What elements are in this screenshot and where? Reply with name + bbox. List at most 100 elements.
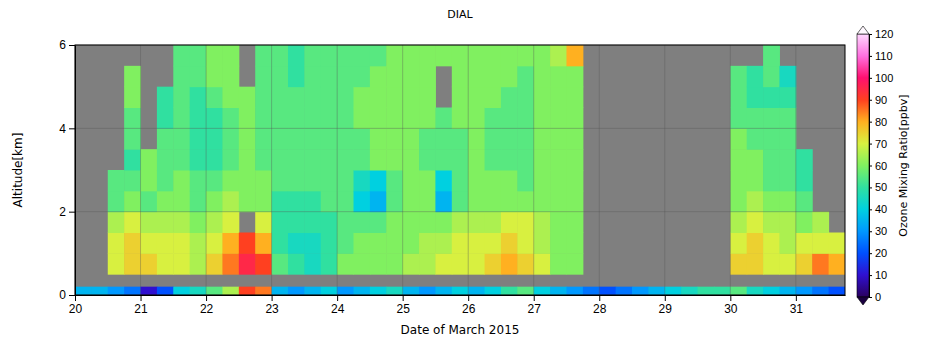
colorbar-tick: 80 bbox=[869, 116, 887, 128]
colorbar-tick-mark bbox=[869, 34, 872, 35]
cell bbox=[222, 87, 239, 108]
grid-line-x bbox=[730, 45, 731, 295]
y-tick-mark bbox=[69, 128, 75, 129]
cell bbox=[468, 45, 485, 66]
cell bbox=[517, 128, 534, 149]
y-tick: 4 bbox=[59, 122, 75, 136]
colorbar-tick-mark bbox=[869, 297, 872, 298]
cell bbox=[779, 191, 796, 212]
surface-cell bbox=[386, 287, 403, 295]
y-tick: 0 bbox=[59, 288, 75, 302]
surface-cell bbox=[665, 287, 682, 295]
cell bbox=[370, 45, 387, 66]
x-tick-mark bbox=[75, 295, 76, 301]
cell bbox=[517, 87, 534, 108]
x-tick-mark bbox=[796, 295, 797, 301]
cell bbox=[763, 108, 780, 129]
colorbar-tick: 20 bbox=[869, 247, 887, 259]
colorbar-tick: 120 bbox=[869, 28, 893, 40]
cell bbox=[304, 66, 321, 87]
cell bbox=[452, 45, 469, 66]
cell bbox=[157, 233, 174, 254]
cell bbox=[501, 108, 518, 129]
surface-cell bbox=[829, 287, 845, 295]
cell bbox=[501, 149, 518, 170]
cell bbox=[255, 212, 272, 233]
surface-cell bbox=[354, 287, 371, 295]
cell bbox=[501, 87, 518, 108]
cell bbox=[206, 253, 223, 274]
cell bbox=[534, 45, 551, 66]
colorbar-tick-label: 40 bbox=[875, 203, 887, 215]
cell bbox=[386, 191, 403, 212]
y-tick-label: 2 bbox=[59, 205, 66, 219]
cell bbox=[419, 128, 436, 149]
colorbar-axis: 0102030405060708090100110120 bbox=[869, 28, 893, 303]
cell bbox=[452, 233, 469, 254]
cell bbox=[321, 149, 338, 170]
y-tick-label: 6 bbox=[59, 38, 66, 52]
x-tick: 29 bbox=[659, 295, 673, 316]
cell bbox=[370, 212, 387, 233]
surface-cell bbox=[698, 287, 715, 295]
cell bbox=[386, 45, 403, 66]
cell bbox=[206, 149, 223, 170]
cell bbox=[386, 149, 403, 170]
cell bbox=[272, 45, 289, 66]
cell bbox=[206, 66, 223, 87]
cell bbox=[255, 191, 272, 212]
cell bbox=[468, 191, 485, 212]
cell bbox=[386, 108, 403, 129]
cell bbox=[288, 108, 305, 129]
cell bbox=[403, 87, 420, 108]
colorbar-tick-label: 120 bbox=[875, 28, 893, 40]
cell bbox=[435, 45, 452, 66]
surface-cell bbox=[337, 287, 354, 295]
x-tick-mark bbox=[403, 295, 404, 301]
cell bbox=[157, 191, 174, 212]
x-tick-label: 27 bbox=[528, 302, 542, 316]
surface-cell bbox=[91, 287, 108, 295]
colorbar-tick-label: 80 bbox=[875, 116, 887, 128]
colorbar-title: Ozone Mixing Ratio[ppbv] bbox=[897, 94, 910, 236]
cell bbox=[517, 253, 534, 274]
colorbar-tick-label: 110 bbox=[875, 50, 893, 62]
cell bbox=[370, 108, 387, 129]
cell bbox=[321, 170, 338, 191]
cell bbox=[255, 45, 272, 66]
cell bbox=[485, 149, 502, 170]
cell bbox=[812, 233, 829, 254]
colorbar-tick-mark bbox=[869, 122, 872, 123]
surface-cell bbox=[648, 287, 665, 295]
cell bbox=[354, 66, 371, 87]
surface-cell bbox=[321, 287, 338, 295]
cell bbox=[108, 170, 125, 191]
cell bbox=[386, 66, 403, 87]
x-tick-label: 21 bbox=[134, 302, 148, 316]
cell bbox=[190, 253, 207, 274]
cell bbox=[517, 212, 534, 233]
cell bbox=[222, 45, 239, 66]
cell bbox=[452, 108, 469, 129]
x-tick-label: 30 bbox=[724, 302, 738, 316]
y-axis-title: Altitude[km] bbox=[11, 133, 25, 208]
cell bbox=[141, 170, 158, 191]
cell bbox=[730, 212, 747, 233]
cell bbox=[730, 253, 747, 274]
cell bbox=[485, 170, 502, 191]
cell bbox=[108, 212, 125, 233]
cell bbox=[304, 253, 321, 274]
colorbar-tick: 60 bbox=[869, 160, 887, 172]
cell bbox=[337, 149, 354, 170]
cell bbox=[747, 128, 764, 149]
cell bbox=[829, 253, 845, 274]
x-tick-mark bbox=[141, 295, 142, 301]
cell bbox=[501, 45, 518, 66]
cell bbox=[468, 108, 485, 129]
cell bbox=[435, 128, 452, 149]
cell bbox=[419, 87, 436, 108]
cell bbox=[190, 233, 207, 254]
cell bbox=[239, 128, 256, 149]
cell bbox=[501, 233, 518, 254]
cell bbox=[517, 170, 534, 191]
